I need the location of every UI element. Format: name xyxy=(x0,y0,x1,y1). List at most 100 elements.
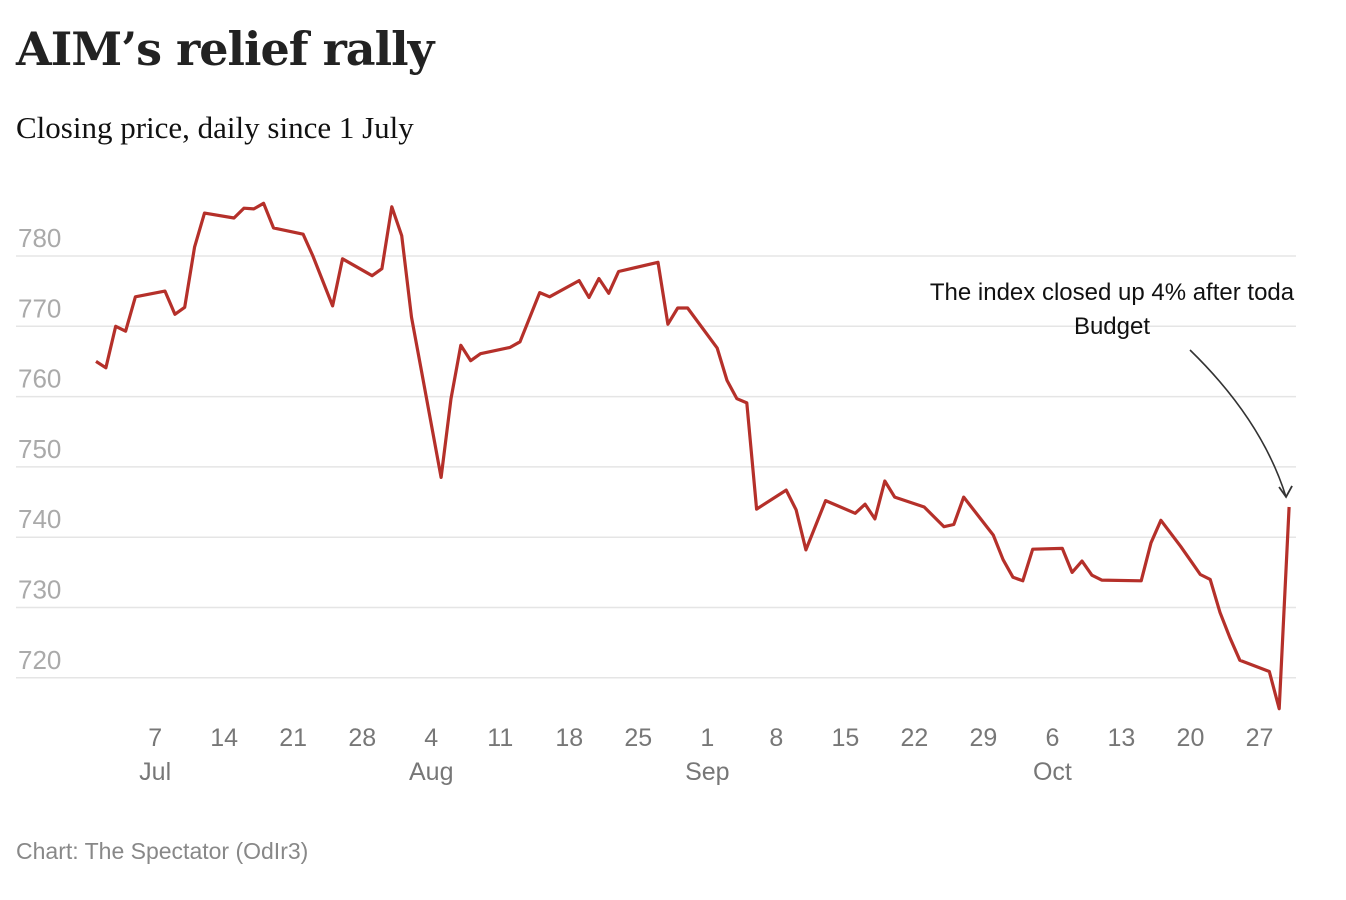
data-point xyxy=(1188,558,1192,562)
annotation-line-2: Budget xyxy=(1074,313,1150,340)
y-tick-label: 720 xyxy=(18,645,61,675)
data-point xyxy=(202,211,206,215)
x-month-label: Sep xyxy=(685,758,729,786)
data-point xyxy=(193,245,197,249)
data-point xyxy=(1139,579,1143,583)
x-tick-label: 1 xyxy=(700,724,714,752)
y-tick-label: 750 xyxy=(18,434,61,464)
y-tick-label: 740 xyxy=(18,504,61,534)
x-tick-label: 21 xyxy=(279,724,307,752)
data-point xyxy=(104,366,108,370)
data-point xyxy=(1060,546,1064,550)
x-tick-label: 20 xyxy=(1177,724,1205,752)
data-point xyxy=(1001,558,1005,562)
data-point xyxy=(1031,547,1035,551)
data-point xyxy=(1070,570,1074,574)
data-point xyxy=(676,306,680,310)
data-point xyxy=(311,254,315,258)
data-point xyxy=(242,206,246,210)
data-point xyxy=(863,502,867,506)
series-group xyxy=(94,201,1291,711)
x-tick-label: 4 xyxy=(424,724,438,752)
data-point xyxy=(400,234,404,238)
data-point xyxy=(341,257,345,261)
data-point xyxy=(518,340,522,344)
data-point xyxy=(1208,577,1212,581)
data-point xyxy=(1267,669,1271,673)
x-tick-label: 15 xyxy=(831,724,859,752)
data-point xyxy=(991,533,995,537)
data-point xyxy=(1238,658,1242,662)
x-tick-label: 11 xyxy=(487,724,513,752)
data-point xyxy=(962,495,966,499)
data-point xyxy=(656,260,660,264)
data-point xyxy=(548,295,552,299)
data-point xyxy=(370,274,374,278)
data-point xyxy=(479,352,483,356)
x-tick-label: 29 xyxy=(969,724,997,752)
data-point xyxy=(271,226,275,230)
x-tick-label: 14 xyxy=(210,724,238,752)
data-point xyxy=(1159,518,1163,522)
data-point xyxy=(1218,610,1222,614)
data-point xyxy=(301,232,305,236)
x-tick-label: 7 xyxy=(148,724,162,752)
x-tick-label: 13 xyxy=(1108,724,1136,752)
x-axis: 7 Jul 14 21 28 4 Aug 11 18 25 1 Sep 8 15 22 29 6 Oct 13 20 2… xyxy=(139,724,1273,786)
annotation: The index closed up 4% after toda Budget xyxy=(930,279,1295,499)
data-point xyxy=(922,505,926,509)
series-line xyxy=(95,201,1291,711)
data-point xyxy=(666,322,670,326)
data-point xyxy=(469,359,473,363)
data-point xyxy=(597,276,601,280)
data-point xyxy=(114,324,118,328)
data-point xyxy=(173,312,177,316)
data-point xyxy=(232,216,236,220)
y-tick-label: 760 xyxy=(18,364,61,394)
y-axis: 720 730 740 750 760 770 780 xyxy=(18,223,61,675)
data-point xyxy=(252,207,256,211)
data-point xyxy=(587,295,591,299)
arrowhead-icon xyxy=(1278,485,1293,499)
data-point xyxy=(942,525,946,529)
data-point xyxy=(577,279,581,283)
data-point xyxy=(459,343,463,347)
data-point xyxy=(873,517,877,521)
data-point xyxy=(449,397,453,401)
x-tick-label: 27 xyxy=(1246,724,1274,752)
chart-source: Chart: The Spectator (OdIr3) xyxy=(16,838,309,864)
data-point xyxy=(1100,578,1104,582)
data-point xyxy=(745,401,749,405)
data-point xyxy=(824,499,828,503)
data-point xyxy=(94,359,98,363)
data-point xyxy=(163,289,167,293)
data-point xyxy=(538,291,542,295)
data-point xyxy=(1179,544,1183,548)
data-point xyxy=(853,511,857,515)
data-point xyxy=(419,369,423,373)
data-point xyxy=(715,346,719,350)
data-point xyxy=(262,201,266,205)
y-tick-label: 730 xyxy=(18,575,61,605)
data-point xyxy=(883,479,887,483)
data-point xyxy=(1228,636,1232,640)
annotation-line-1: The index closed up 4% after toda xyxy=(930,279,1295,306)
y-tick-label: 780 xyxy=(18,223,61,253)
data-point xyxy=(725,378,729,382)
data-point xyxy=(893,495,897,499)
data-point xyxy=(686,306,690,310)
data-point xyxy=(784,488,788,492)
x-tick-label: 8 xyxy=(769,724,783,752)
data-point xyxy=(439,475,443,479)
gridlines xyxy=(16,255,1296,679)
annotation-arrow xyxy=(1189,349,1287,498)
data-point xyxy=(794,508,798,512)
data-point xyxy=(735,397,739,401)
data-point xyxy=(607,291,611,295)
data-point xyxy=(133,295,137,299)
x-tick-label: 25 xyxy=(624,724,652,752)
data-point xyxy=(331,304,335,308)
data-point xyxy=(1090,573,1094,577)
x-tick-label: 18 xyxy=(555,724,583,752)
